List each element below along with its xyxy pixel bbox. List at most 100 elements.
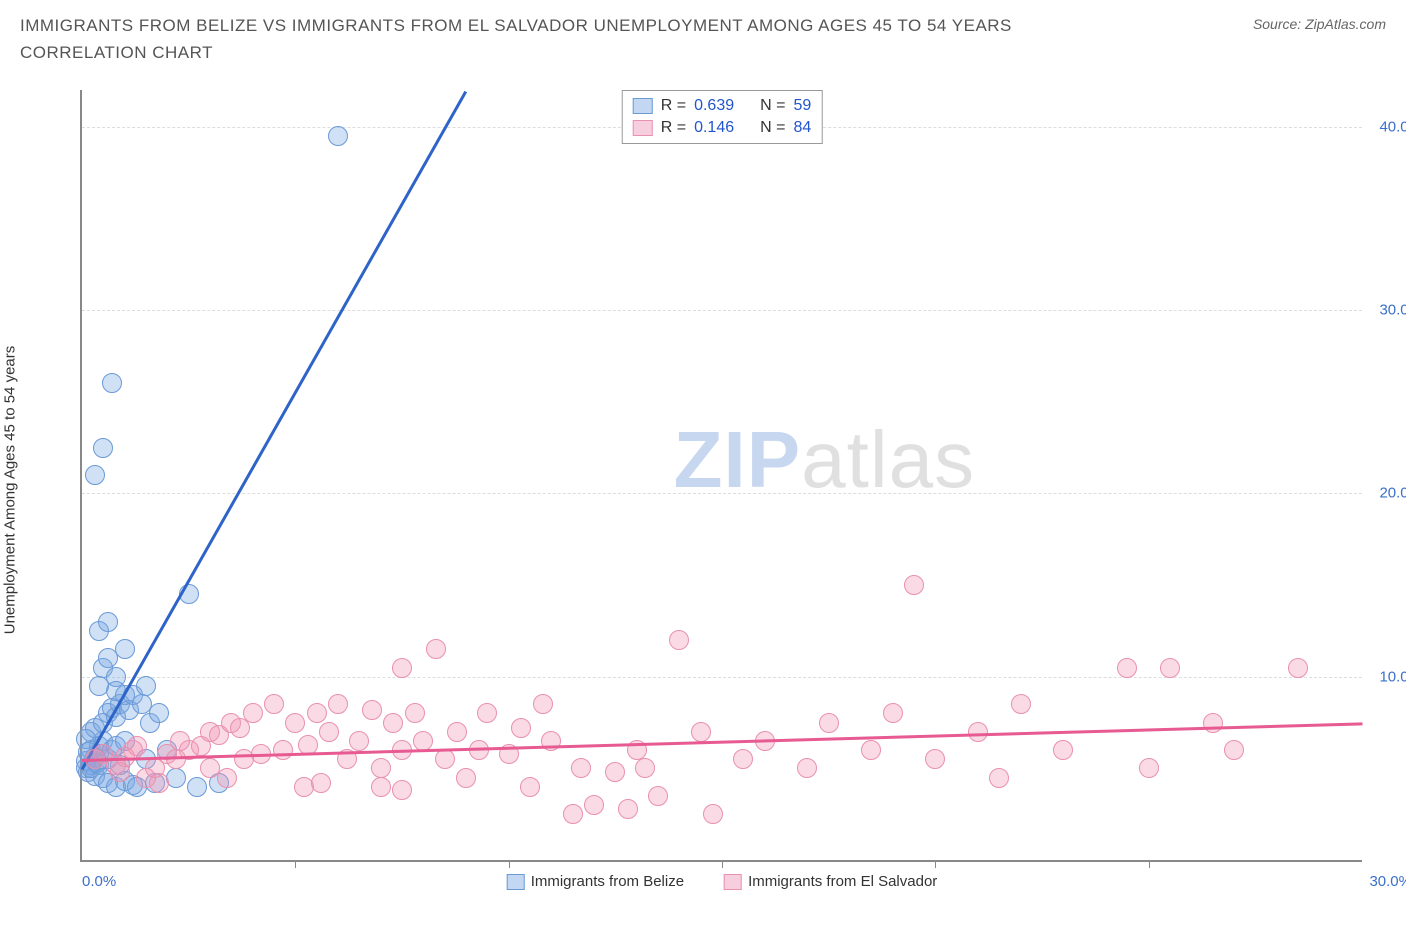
data-point [93,438,113,458]
data-point [311,773,331,793]
chart-container: Unemployment Among Ages 45 to 54 years Z… [20,80,1386,900]
legend-n-label: N = [760,97,785,115]
data-point [797,758,817,778]
x-tick [509,860,510,868]
data-point [98,612,118,632]
data-point [968,722,988,742]
series-legend: Immigrants from Belize Immigrants from El… [507,873,938,890]
x-tick [1149,860,1150,868]
data-point [307,703,327,723]
legend-n-value: 59 [793,97,811,115]
y-tick-label: 20.0% [1379,485,1406,502]
data-point [1011,694,1031,714]
data-point [533,694,553,714]
data-point [371,758,391,778]
data-point [243,703,263,723]
legend-n-value: 84 [793,119,811,137]
data-point [618,799,638,819]
legend-swatch [507,874,525,890]
data-point [285,713,305,733]
data-point [447,722,467,742]
data-point [989,768,1009,788]
data-point [819,713,839,733]
x-tick [295,860,296,868]
data-point [328,126,348,146]
data-point [110,762,130,782]
data-point [1139,758,1159,778]
data-point [435,749,455,769]
data-point [392,780,412,800]
data-point [349,731,369,751]
data-point [392,658,412,678]
x-tick-label: 30.0% [1369,873,1406,890]
data-point [127,736,147,756]
data-point [883,703,903,723]
data-point [1053,740,1073,760]
x-tick [935,860,936,868]
data-point [861,740,881,760]
legend-series-label: Immigrants from Belize [531,873,684,890]
data-point [691,722,711,742]
data-point [166,768,186,788]
legend-series-label: Immigrants from El Salvador [748,873,937,890]
chart-header: IMMIGRANTS FROM BELIZE VS IMMIGRANTS FRO… [0,0,1406,66]
data-point [1288,658,1308,678]
data-point [85,465,105,485]
data-point [102,373,122,393]
data-point [1160,658,1180,678]
x-tick [722,860,723,868]
y-tick-label: 40.0% [1379,118,1406,135]
data-point [328,694,348,714]
data-point [136,676,156,696]
grid-line [82,310,1362,311]
data-point [413,731,433,751]
x-tick-label: 0.0% [82,873,116,890]
trend-line [82,722,1362,762]
data-point [703,804,723,824]
data-point [635,758,655,778]
legend-swatch [724,874,742,890]
correlation-legend: R =0.639N =59R =0.146N =84 [622,90,823,144]
data-point [605,762,625,782]
data-point [149,773,169,793]
legend-swatch [633,98,653,114]
legend-r-value: 0.146 [694,119,734,137]
legend-r-label: R = [661,97,686,115]
grid-line [82,493,1362,494]
data-point [371,777,391,797]
data-point [1224,740,1244,760]
data-point [733,749,753,769]
y-axis-label: Unemployment Among Ages 45 to 54 years [2,346,19,635]
chart-title: IMMIGRANTS FROM BELIZE VS IMMIGRANTS FRO… [20,12,1120,66]
legend-swatch [633,120,653,136]
data-point [149,703,169,723]
data-point [904,575,924,595]
watermark-atlas: atlas [801,415,975,504]
data-point [669,630,689,650]
data-point [648,786,668,806]
watermark: ZIPatlas [674,414,975,506]
legend-r-label: R = [661,119,686,137]
data-point [217,768,237,788]
data-point [115,639,135,659]
data-point [925,749,945,769]
data-point [319,722,339,742]
data-point [477,703,497,723]
data-point [362,700,382,720]
watermark-zip: ZIP [674,415,801,504]
data-point [170,731,190,751]
data-point [456,768,476,788]
data-point [264,694,284,714]
data-point [405,703,425,723]
legend-n-label: N = [760,119,785,137]
legend-series-item: Immigrants from Belize [507,873,684,890]
legend-stat-row: R = 0.146 N = 84 [633,117,812,139]
data-point [520,777,540,797]
data-point [511,718,531,738]
data-point [584,795,604,815]
data-point [187,777,207,797]
data-point [563,804,583,824]
data-point [571,758,591,778]
data-point [1117,658,1137,678]
data-point [273,740,293,760]
